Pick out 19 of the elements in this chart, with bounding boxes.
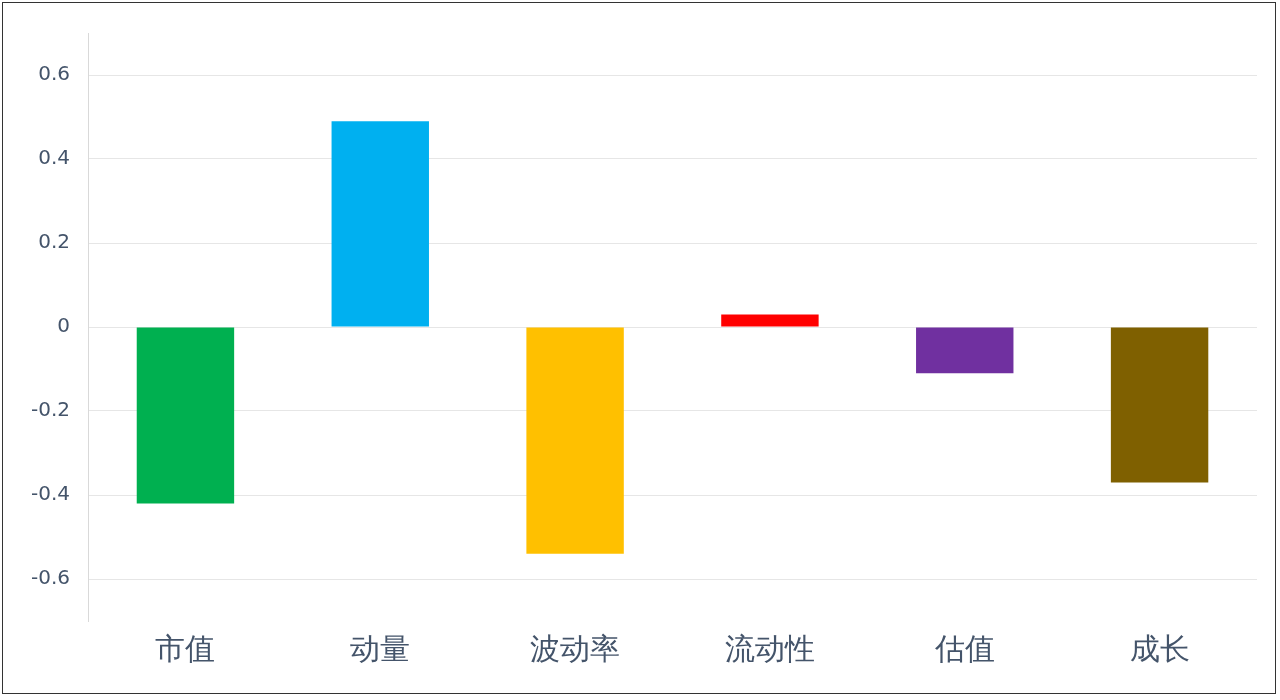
x-tick-label: 流动性 (724, 630, 815, 666)
bar (721, 314, 819, 327)
x-tick-label: 动量 (350, 630, 411, 666)
bar (526, 327, 624, 554)
x-tick-label: 成长 (1129, 630, 1190, 666)
bar (916, 327, 1014, 374)
y-tick-label: -0.6 (30, 565, 71, 590)
x-tick-label: 市值 (155, 630, 216, 666)
x-tick-label: 估值 (933, 630, 995, 666)
y-tick-label: -0.2 (30, 397, 71, 422)
bar (136, 327, 235, 504)
y-tick-label: 0 (57, 313, 71, 338)
bar (331, 121, 429, 327)
bar (1110, 327, 1209, 483)
y-tick-label: 0.6 (38, 61, 71, 86)
x-tick-label: 波动率 (530, 630, 621, 666)
y-tick-label: 0.4 (38, 145, 71, 170)
y-tick-label: 0.2 (38, 229, 71, 254)
y-tick-label: -0.4 (30, 481, 71, 506)
